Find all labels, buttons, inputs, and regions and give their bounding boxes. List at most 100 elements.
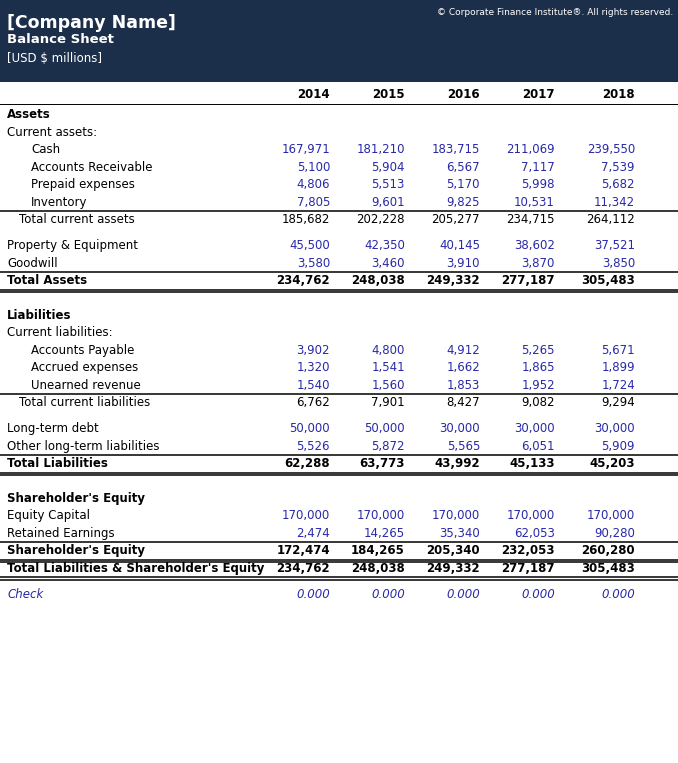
Text: 234,762: 234,762 <box>277 274 330 287</box>
Text: 62,053: 62,053 <box>514 526 555 539</box>
Text: 7,117: 7,117 <box>521 161 555 174</box>
Text: 2014: 2014 <box>298 89 330 101</box>
Text: 205,340: 205,340 <box>426 544 480 557</box>
Text: 305,483: 305,483 <box>581 562 635 575</box>
Text: 232,053: 232,053 <box>502 544 555 557</box>
Text: 1,724: 1,724 <box>601 378 635 391</box>
Text: 7,539: 7,539 <box>601 161 635 174</box>
Text: 10,531: 10,531 <box>514 196 555 209</box>
Text: 170,000: 170,000 <box>357 509 405 522</box>
Text: 5,100: 5,100 <box>297 161 330 174</box>
Text: 170,000: 170,000 <box>282 509 330 522</box>
Text: 5,872: 5,872 <box>372 439 405 452</box>
Text: Total Liabilities: Total Liabilities <box>7 457 108 470</box>
Text: 3,870: 3,870 <box>521 257 555 270</box>
Text: 3,460: 3,460 <box>372 257 405 270</box>
Text: 5,513: 5,513 <box>372 179 405 192</box>
Text: 50,000: 50,000 <box>364 422 405 435</box>
Text: 0.000: 0.000 <box>601 588 635 600</box>
Text: 5,909: 5,909 <box>601 439 635 452</box>
Text: 2015: 2015 <box>372 89 405 101</box>
Text: 1,853: 1,853 <box>447 378 480 391</box>
Text: 5,671: 5,671 <box>601 344 635 357</box>
Text: 170,000: 170,000 <box>432 509 480 522</box>
Text: 0.000: 0.000 <box>372 588 405 600</box>
Text: 45,500: 45,500 <box>290 240 330 253</box>
Text: 1,865: 1,865 <box>521 361 555 374</box>
Text: Liabilities: Liabilities <box>7 309 71 322</box>
Text: 2,474: 2,474 <box>296 526 330 539</box>
Text: 90,280: 90,280 <box>594 526 635 539</box>
Text: Assets: Assets <box>7 108 51 121</box>
Text: 45,133: 45,133 <box>509 457 555 470</box>
Text: 202,228: 202,228 <box>357 213 405 227</box>
Text: 249,332: 249,332 <box>426 562 480 575</box>
Text: 1,952: 1,952 <box>521 378 555 391</box>
Text: 7,805: 7,805 <box>297 196 330 209</box>
Text: 40,145: 40,145 <box>439 240 480 253</box>
Text: 239,550: 239,550 <box>586 143 635 156</box>
Text: 249,332: 249,332 <box>426 274 480 287</box>
Text: 1,320: 1,320 <box>296 361 330 374</box>
Text: Equity Capital: Equity Capital <box>7 509 90 522</box>
Text: 6,762: 6,762 <box>296 396 330 409</box>
Text: Prepaid expenses: Prepaid expenses <box>31 179 135 192</box>
Text: 2018: 2018 <box>602 89 635 101</box>
Text: Shareholder's Equity: Shareholder's Equity <box>7 491 145 505</box>
Text: Total current liabilities: Total current liabilities <box>19 396 151 409</box>
Text: 0.000: 0.000 <box>296 588 330 600</box>
Text: 185,682: 185,682 <box>281 213 330 227</box>
Text: 170,000: 170,000 <box>506 509 555 522</box>
Text: 6,567: 6,567 <box>446 161 480 174</box>
Text: 234,762: 234,762 <box>277 562 330 575</box>
Text: Accounts Payable: Accounts Payable <box>31 344 134 357</box>
Text: 11,342: 11,342 <box>594 196 635 209</box>
Text: 4,806: 4,806 <box>296 179 330 192</box>
Text: 62,288: 62,288 <box>284 457 330 470</box>
Text: 183,715: 183,715 <box>432 143 480 156</box>
Text: 5,526: 5,526 <box>296 439 330 452</box>
Text: Total Assets: Total Assets <box>7 274 87 287</box>
Text: 248,038: 248,038 <box>351 274 405 287</box>
Text: 2016: 2016 <box>447 89 480 101</box>
Text: 50,000: 50,000 <box>290 422 330 435</box>
Text: [USD $ millions]: [USD $ millions] <box>7 52 102 65</box>
Text: 1,899: 1,899 <box>601 361 635 374</box>
Text: 7,901: 7,901 <box>372 396 405 409</box>
Text: 38,602: 38,602 <box>514 240 555 253</box>
Text: 1,540: 1,540 <box>296 378 330 391</box>
Text: 0.000: 0.000 <box>521 588 555 600</box>
Text: 5,998: 5,998 <box>521 179 555 192</box>
Text: Current assets:: Current assets: <box>7 126 97 139</box>
Text: 63,773: 63,773 <box>359 457 405 470</box>
Text: Unearned revenue: Unearned revenue <box>31 378 141 391</box>
Text: 43,992: 43,992 <box>435 457 480 470</box>
Text: 3,902: 3,902 <box>296 344 330 357</box>
Text: 42,350: 42,350 <box>364 240 405 253</box>
Text: 6,051: 6,051 <box>521 439 555 452</box>
Text: Inventory: Inventory <box>31 196 87 209</box>
Text: 3,580: 3,580 <box>297 257 330 270</box>
Bar <box>0 0 678 82</box>
Text: 4,800: 4,800 <box>372 344 405 357</box>
Text: 170,000: 170,000 <box>586 509 635 522</box>
Text: 5,265: 5,265 <box>521 344 555 357</box>
Text: 260,280: 260,280 <box>581 544 635 557</box>
Text: 277,187: 277,187 <box>502 562 555 575</box>
Text: Goodwill: Goodwill <box>7 257 58 270</box>
Text: 9,601: 9,601 <box>372 196 405 209</box>
Text: Check: Check <box>7 588 43 600</box>
Text: 9,825: 9,825 <box>447 196 480 209</box>
Text: Current liabilities:: Current liabilities: <box>7 327 113 340</box>
Text: Other long-term liabilities: Other long-term liabilities <box>7 439 159 452</box>
Text: 4,912: 4,912 <box>446 344 480 357</box>
Text: 264,112: 264,112 <box>586 213 635 227</box>
Text: 30,000: 30,000 <box>515 422 555 435</box>
Text: 305,483: 305,483 <box>581 274 635 287</box>
Text: 1,662: 1,662 <box>446 361 480 374</box>
Text: Accrued expenses: Accrued expenses <box>31 361 138 374</box>
Text: 277,187: 277,187 <box>502 274 555 287</box>
Text: 181,210: 181,210 <box>357 143 405 156</box>
Text: 1,541: 1,541 <box>372 361 405 374</box>
Text: 14,265: 14,265 <box>364 526 405 539</box>
